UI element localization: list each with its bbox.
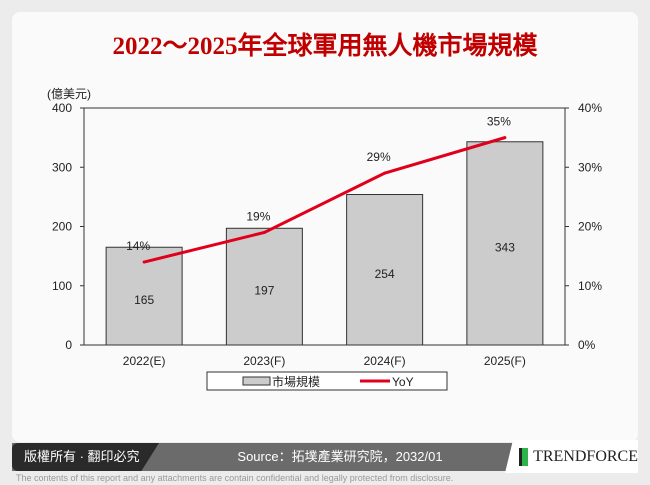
yoy-point <box>142 260 146 264</box>
bar-label: 254 <box>375 267 395 281</box>
y2-tick-label: 30% <box>578 160 602 174</box>
source-text: Source：拓墣產業研究院，2032/01 <box>237 449 443 464</box>
yoy-point <box>383 171 387 175</box>
bar-label: 343 <box>495 240 515 254</box>
yoy-label: 29% <box>367 150 391 164</box>
legend-bar-label: 市場規模 <box>272 374 320 389</box>
yoy-line <box>143 136 506 264</box>
yoy-label: 19% <box>246 209 270 223</box>
bar <box>346 194 424 346</box>
bar-label: 197 <box>254 284 274 298</box>
x-tick-label: 2022(E) <box>123 354 166 368</box>
y-tick-label: 100 <box>52 279 72 293</box>
y-tick-label: 200 <box>52 220 72 234</box>
bar-label: 165 <box>134 293 154 307</box>
logo-mark-icon <box>519 447 529 466</box>
x-tick-label: 2023(F) <box>243 354 285 368</box>
trendforce-logo: TRENDFORCE <box>505 440 638 473</box>
y2-tick-label: 40% <box>578 101 602 115</box>
copyright-text: 版權所有 · 翻印必究 <box>12 443 159 471</box>
x-tick-label: 2025(F) <box>484 354 526 368</box>
y2-tick-label: 0% <box>578 338 596 352</box>
yoy-label: 35% <box>487 115 511 129</box>
disclaimer: The contents of this report and any atta… <box>16 473 454 483</box>
y2-tick-label: 20% <box>578 220 602 234</box>
legend-bar-swatch <box>242 376 271 386</box>
bar <box>225 227 303 346</box>
legend-line-label: YoY <box>392 375 414 389</box>
yoy-label: 14% <box>126 239 150 253</box>
y2-tick-label: 10% <box>578 279 602 293</box>
y-axis-label: (億美元) <box>47 87 91 101</box>
x-tick-label: 2024(F) <box>364 354 406 368</box>
chart-title: 2022～2025年全球軍用無人機市場規模 <box>112 33 538 60</box>
y-tick-label: 300 <box>52 160 72 174</box>
y-tick-label: 400 <box>52 101 72 115</box>
bar <box>466 141 544 346</box>
yoy-point <box>503 136 507 140</box>
yoy-point <box>262 230 266 234</box>
y-tick-label: 0 <box>65 338 72 352</box>
